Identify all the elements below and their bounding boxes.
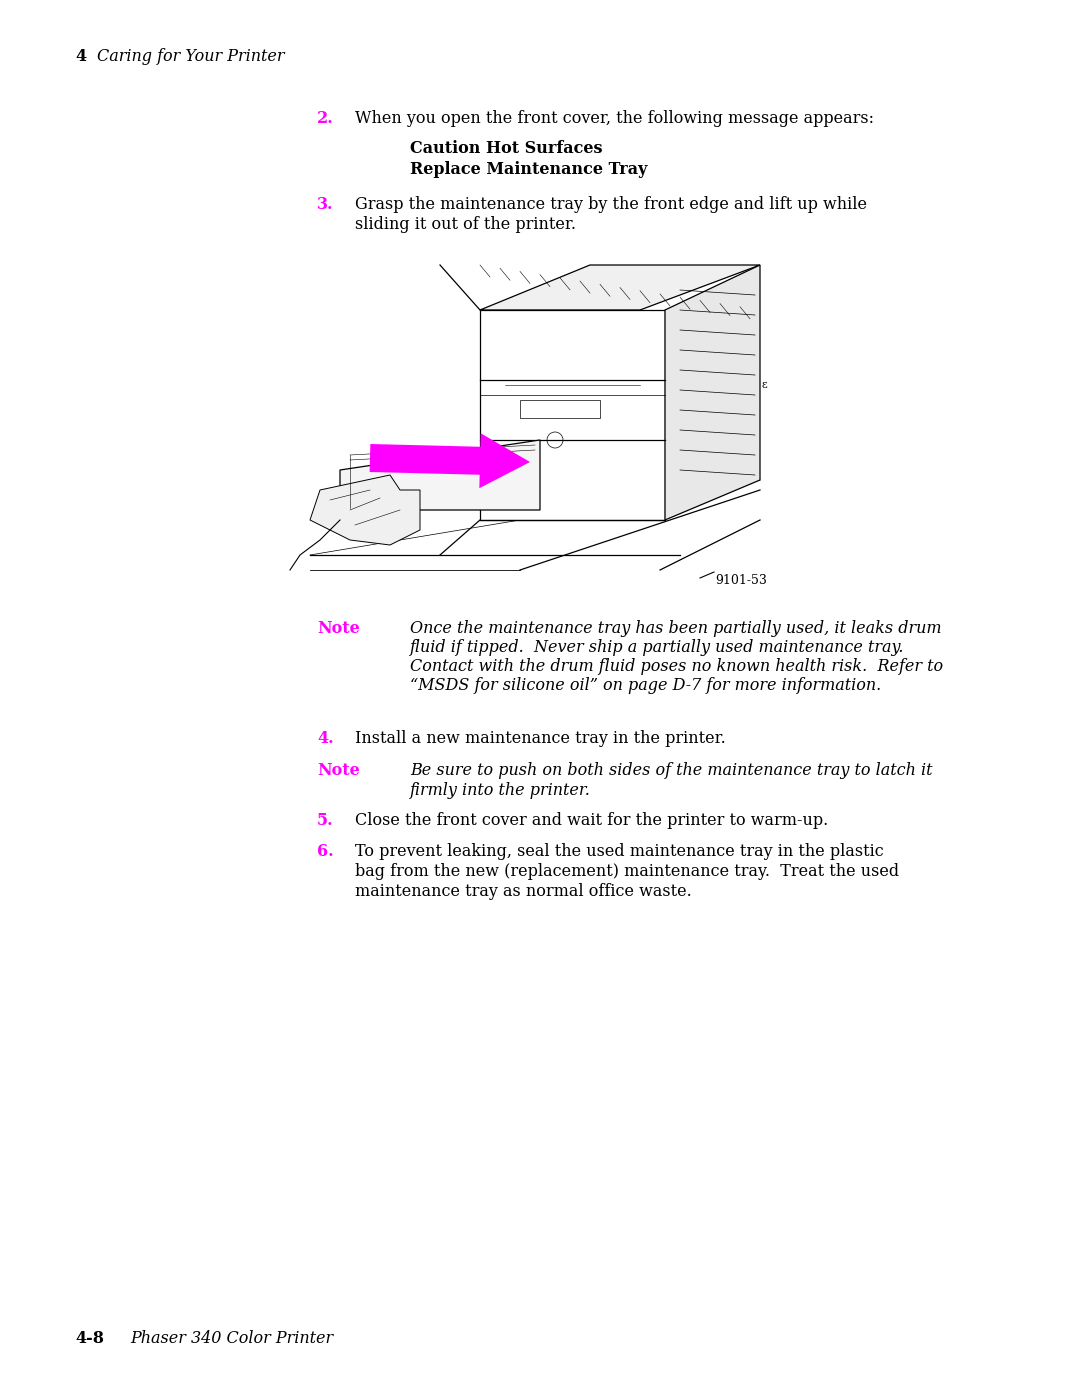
Text: ε: ε <box>762 380 768 390</box>
Text: Caution Hot Surfaces: Caution Hot Surfaces <box>410 140 603 156</box>
Text: Note: Note <box>318 620 360 637</box>
Text: 5.: 5. <box>318 812 334 828</box>
Text: Phaser 340 Color Printer: Phaser 340 Color Printer <box>130 1330 333 1347</box>
Text: Close the front cover and wait for the printer to warm-up.: Close the front cover and wait for the p… <box>355 812 828 828</box>
Text: Contact with the drum fluid poses no known health risk.  Refer to: Contact with the drum fluid poses no kno… <box>410 658 943 675</box>
Text: 2.: 2. <box>318 110 334 127</box>
Text: “MSDS for silicone oil” on page D-7 for more information.: “MSDS for silicone oil” on page D-7 for … <box>410 678 881 694</box>
Text: maintenance tray as normal office waste.: maintenance tray as normal office waste. <box>355 883 692 900</box>
Text: Note: Note <box>318 761 360 780</box>
Polygon shape <box>340 440 540 510</box>
Text: Caring for Your Printer: Caring for Your Printer <box>97 47 284 66</box>
Text: 3.: 3. <box>318 196 334 212</box>
Text: Once the maintenance tray has been partially used, it leaks drum: Once the maintenance tray has been parti… <box>410 620 942 637</box>
Text: When you open the front cover, the following message appears:: When you open the front cover, the follo… <box>355 110 874 127</box>
FancyArrow shape <box>369 433 530 488</box>
Text: fluid if tipped.  Never ship a partially used maintenance tray.: fluid if tipped. Never ship a partially … <box>410 638 905 657</box>
Text: Grasp the maintenance tray by the front edge and lift up while: Grasp the maintenance tray by the front … <box>355 196 867 212</box>
Text: Be sure to push on both sides of the maintenance tray to latch it: Be sure to push on both sides of the mai… <box>410 761 932 780</box>
Text: Replace Maintenance Tray: Replace Maintenance Tray <box>410 161 647 177</box>
Polygon shape <box>665 265 760 520</box>
Text: To prevent leaking, seal the used maintenance tray in the plastic: To prevent leaking, seal the used mainte… <box>355 842 883 861</box>
Text: 6.: 6. <box>318 842 334 861</box>
Text: 9101-53: 9101-53 <box>715 574 767 587</box>
Circle shape <box>546 432 563 448</box>
Text: firmly into the printer.: firmly into the printer. <box>410 782 591 799</box>
Text: sliding it out of the printer.: sliding it out of the printer. <box>355 217 576 233</box>
Text: Install a new maintenance tray in the printer.: Install a new maintenance tray in the pr… <box>355 731 726 747</box>
Polygon shape <box>480 265 760 310</box>
Text: 4.: 4. <box>318 731 334 747</box>
Text: 4-8: 4-8 <box>75 1330 104 1347</box>
Text: 4: 4 <box>75 47 86 66</box>
Text: bag from the new (replacement) maintenance tray.  Treat the used: bag from the new (replacement) maintenan… <box>355 863 900 880</box>
Bar <box>519 400 600 418</box>
Polygon shape <box>480 310 665 520</box>
Polygon shape <box>310 475 420 545</box>
